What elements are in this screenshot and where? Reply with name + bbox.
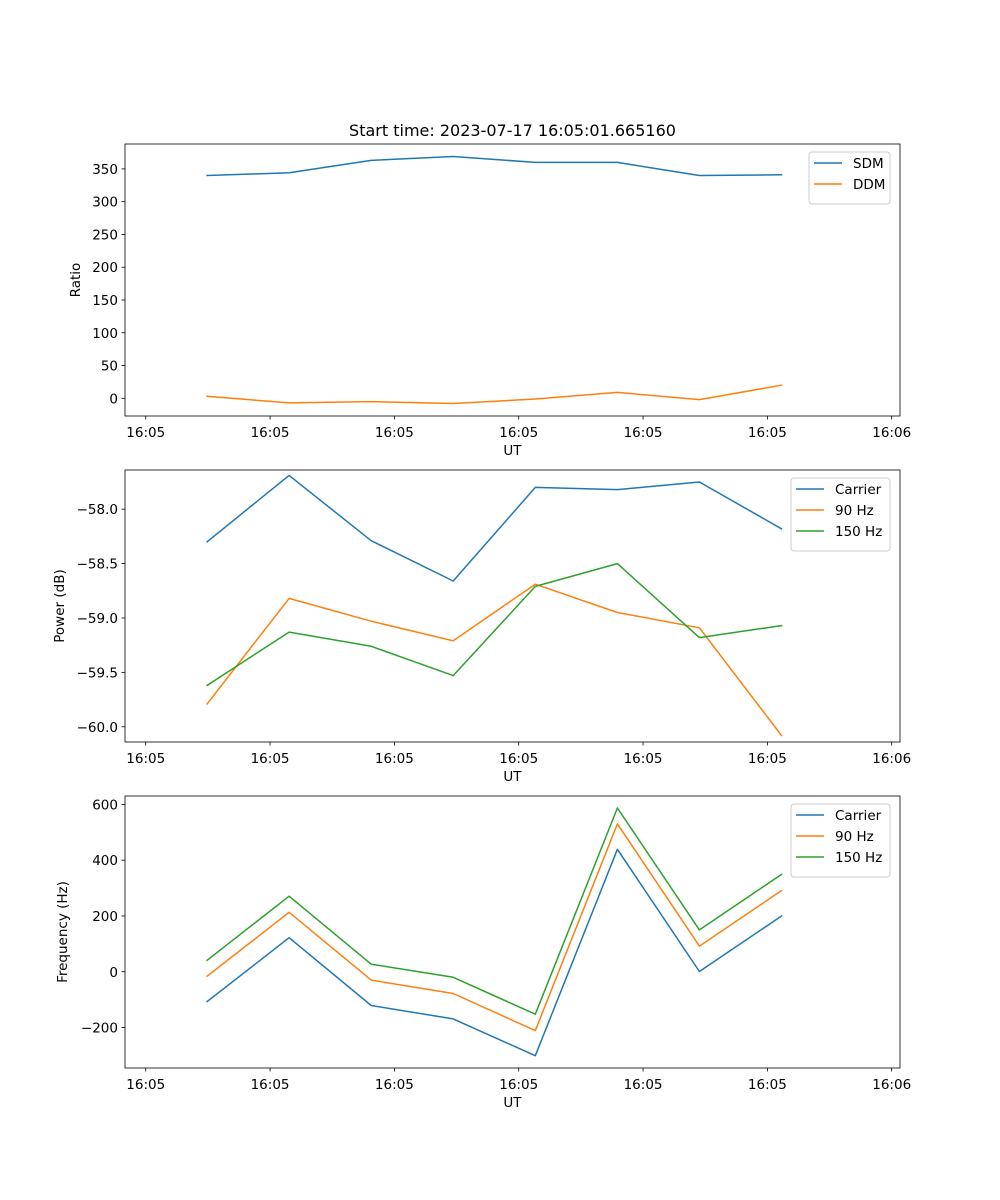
y-tick-label: −58.5 (77, 557, 118, 573)
axes-frame (124, 143, 901, 417)
y-tick-label: 0 (109, 965, 118, 981)
y-tick-label: −200 (81, 1021, 118, 1037)
series-line-150-hz (206, 807, 783, 1015)
x-tick-label: 16:05 (748, 751, 787, 767)
x-tick-label: 16:05 (624, 425, 663, 441)
y-tick-label: 150 (92, 293, 118, 309)
legend-label: Carrier (835, 482, 882, 498)
x-tick-label: 16:05 (499, 1077, 538, 1093)
y-tick-label: 0 (109, 391, 118, 407)
series-line-150-hz (206, 562, 783, 687)
y-tick-label: −60.0 (77, 720, 118, 736)
x-tick-label: 16:05 (251, 425, 290, 441)
x-tick-label: 16:05 (251, 751, 290, 767)
legend-label: SDM (853, 156, 884, 172)
axes-frame (124, 469, 901, 743)
legend-box (808, 151, 891, 205)
x-tick-label: 16:05 (499, 425, 538, 441)
y-tick-label: 50 (101, 359, 118, 375)
x-tick-label: 16:05 (375, 751, 414, 767)
legend: Carrier 90 Hz 150 Hz (790, 477, 891, 552)
panel-2: 16:05 16:05 16:05 16:05 16:05 16:05 16:06 −60.0… (52, 469, 911, 785)
series-line-carrier (206, 848, 783, 1057)
series-line-90-hz (206, 583, 783, 737)
x-tick-label: 16:05 (748, 1077, 787, 1093)
x-tick-label: 16:05 (251, 1077, 290, 1093)
chart-title: Start time: 2023-07-17 16:05:01.665160 (349, 121, 676, 140)
y-tick-label: 250 (92, 227, 118, 243)
legend-label: Carrier (835, 808, 882, 824)
x-tick-label: 16:06 (872, 425, 911, 441)
series-line-ddm (206, 384, 783, 405)
y-tick-label: 300 (92, 195, 118, 211)
series-line-90-hz (206, 823, 783, 1032)
x-tick-label: 16:05 (375, 1077, 414, 1093)
legend-box (790, 477, 891, 552)
y-tick-label: 200 (92, 260, 118, 276)
legend-label: 90 Hz (835, 503, 874, 519)
legend-label: DDM (853, 177, 885, 193)
x-axis-label: UT (503, 1095, 522, 1111)
x-tick-label: 16:05 (375, 425, 414, 441)
legend-label: 150 Hz (835, 524, 882, 540)
x-tick-label: 16:05 (126, 751, 165, 767)
y-axis-label: Frequency (Hz) (55, 881, 71, 983)
x-tick-label: 16:05 (624, 751, 663, 767)
legend-label: 150 Hz (835, 850, 882, 866)
y-tick-label: 100 (92, 326, 118, 342)
x-tick-label: 16:05 (126, 425, 165, 441)
x-tick-label: 16:06 (872, 1077, 911, 1093)
axes-frame (124, 795, 901, 1069)
y-tick-label: −59.0 (77, 611, 118, 627)
x-tick-label: 16:05 (126, 1077, 165, 1093)
y-tick-label: −59.5 (77, 665, 118, 681)
x-tick-label: 16:05 (499, 751, 538, 767)
legend: Carrier 90 Hz 150 Hz (790, 803, 891, 878)
y-axis-label: Power (dB) (52, 569, 68, 642)
y-tick-label: 200 (92, 909, 118, 925)
x-axis-label: UT (503, 443, 522, 459)
legend-label: 90 Hz (835, 829, 874, 845)
y-tick-label: 600 (92, 797, 118, 813)
panel-1: Start time: 2023-07-17 16:05:01.665160 16… (68, 121, 911, 459)
series-line-sdm (206, 155, 783, 177)
y-tick-label: 350 (92, 162, 118, 178)
legend: SDM DDM (808, 151, 891, 205)
x-tick-label: 16:05 (748, 425, 787, 441)
series-line-carrier (206, 474, 783, 582)
x-axis-label: UT (503, 769, 522, 785)
x-tick-label: 16:06 (872, 751, 911, 767)
y-tick-label: 400 (92, 853, 118, 869)
y-tick-label: −58.0 (77, 502, 118, 518)
panel-3: 16:05 16:05 16:05 16:05 16:05 16:05 16:06 −200 0… (55, 795, 911, 1111)
legend-box (790, 803, 891, 878)
y-axis-label: Ratio (68, 263, 84, 298)
x-tick-label: 16:05 (624, 1077, 663, 1093)
